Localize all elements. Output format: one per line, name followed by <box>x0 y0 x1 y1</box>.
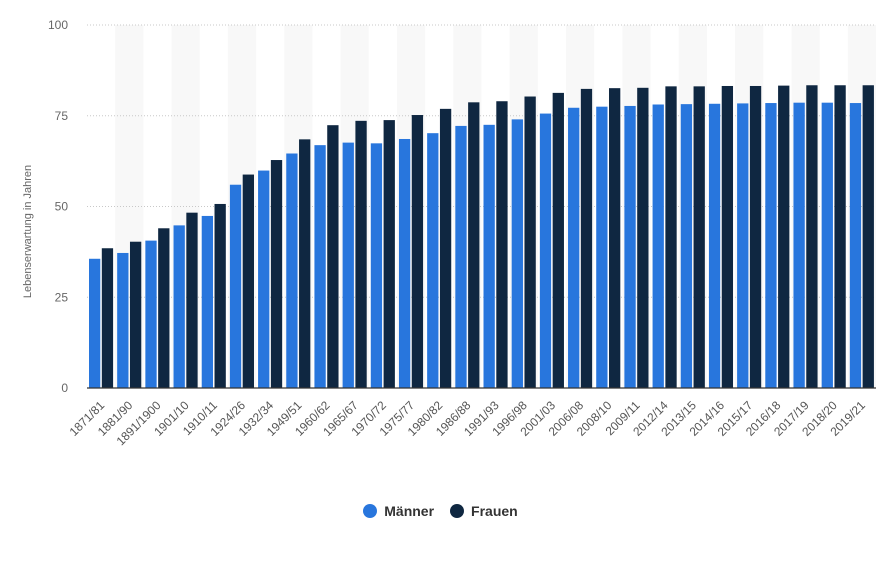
bar-maenner[interactable] <box>708 103 721 389</box>
bar-maenner[interactable] <box>511 119 523 388</box>
bar-maenner[interactable] <box>201 215 214 388</box>
legend: Männer Frauen <box>0 503 881 519</box>
bar-maenner[interactable] <box>737 103 749 389</box>
bar-frauen[interactable] <box>383 120 395 388</box>
bar-maenner[interactable] <box>342 142 354 388</box>
bar-frauen[interactable] <box>552 92 564 389</box>
bar-frauen[interactable] <box>524 96 536 389</box>
y-tick-label: 50 <box>55 200 69 214</box>
legend-item-maenner[interactable]: Männer <box>363 503 434 519</box>
y-tick-label: 0 <box>61 381 68 395</box>
legend-label: Frauen <box>471 503 518 519</box>
bar-maenner[interactable] <box>624 105 636 388</box>
bar-frauen[interactable] <box>778 85 790 388</box>
y-axis-label: Lebenserwartung in Jahren <box>22 165 34 298</box>
bar-maenner[interactable] <box>765 103 777 389</box>
bar-maenner[interactable] <box>173 225 185 388</box>
bar-maenner[interactable] <box>370 143 383 388</box>
bar-maenner[interactable] <box>258 170 270 388</box>
bar-frauen[interactable] <box>129 241 142 388</box>
bar-frauen[interactable] <box>355 120 367 388</box>
legend-item-frauen[interactable]: Frauen <box>450 503 518 519</box>
legend-marker <box>363 504 378 518</box>
bar-frauen[interactable] <box>609 88 621 389</box>
bar-frauen[interactable] <box>693 86 705 389</box>
bar-maenner[interactable] <box>849 103 862 389</box>
bar-maenner[interactable] <box>455 125 467 388</box>
y-tick-label: 25 <box>55 290 69 304</box>
bar-maenner[interactable] <box>652 104 664 388</box>
bar-maenner[interactable] <box>145 240 157 388</box>
bar-frauen[interactable] <box>270 160 283 388</box>
bar-frauen[interactable] <box>580 88 593 388</box>
bar-maenner[interactable] <box>483 124 495 388</box>
bar-frauen[interactable] <box>101 248 114 388</box>
y-tick-label: 100 <box>48 18 68 32</box>
bar-frauen[interactable] <box>242 174 254 388</box>
bar-maenner[interactable] <box>398 138 411 388</box>
bar-frauen[interactable] <box>749 85 762 388</box>
bar-frauen[interactable] <box>299 139 311 388</box>
bar-frauen[interactable] <box>637 87 649 388</box>
bar-frauen[interactable] <box>834 85 846 389</box>
bar-maenner[interactable] <box>117 252 129 388</box>
bar-frauen[interactable] <box>439 108 452 388</box>
bar-frauen[interactable] <box>468 102 480 388</box>
bar-frauen[interactable] <box>806 85 818 389</box>
bar-maenner[interactable] <box>568 107 580 388</box>
bar-frauen[interactable] <box>665 86 677 389</box>
bar-maenner[interactable] <box>596 106 608 389</box>
bar-maenner[interactable] <box>821 102 833 388</box>
bar-frauen[interactable] <box>411 115 424 389</box>
bar-maenner[interactable] <box>680 104 693 388</box>
y-tick-label: 75 <box>55 109 69 123</box>
bar-maenner[interactable] <box>793 102 805 388</box>
bar-frauen[interactable] <box>327 125 339 389</box>
bar-frauen[interactable] <box>496 101 508 388</box>
bar-frauen[interactable] <box>214 203 226 388</box>
bar-frauen[interactable] <box>862 85 874 389</box>
legend-label: Männer <box>384 503 435 519</box>
bar-maenner[interactable] <box>314 145 326 388</box>
bar-maenner[interactable] <box>286 153 298 388</box>
bar-frauen[interactable] <box>721 85 734 388</box>
bar-frauen[interactable] <box>186 212 198 388</box>
legend-marker <box>450 504 465 518</box>
bar-frauen[interactable] <box>158 228 170 388</box>
bar-maenner[interactable] <box>427 133 439 388</box>
bar-maenner[interactable] <box>89 258 101 388</box>
bar-maenner[interactable] <box>229 184 242 388</box>
bar-maenner[interactable] <box>539 113 552 389</box>
